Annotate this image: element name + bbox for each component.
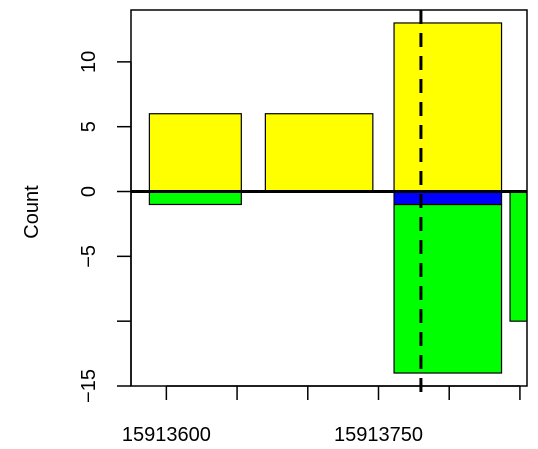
y-axis: −15 −5 0 5 10 — [78, 51, 132, 403]
bar-s1-0 — [148, 190, 242, 206]
x-axis: 15913600 15913750 — [122, 385, 521, 446]
y-tick-label: −15 — [78, 369, 100, 403]
bar-s2-0 — [393, 190, 503, 206]
y-tick-label: 5 — [78, 121, 100, 132]
x-tick-label: 15913600 — [122, 424, 211, 446]
bar-s0-2 — [393, 22, 503, 193]
bar-s1-2 — [509, 190, 527, 322]
y-tick-label: 0 — [78, 186, 100, 197]
x-tick-label: 15913750 — [334, 424, 423, 446]
bar-s0-0 — [148, 113, 242, 193]
y-axis-label: Count — [21, 185, 43, 239]
y-tick-label: 10 — [78, 51, 100, 73]
bar-s1-1 — [393, 203, 503, 374]
y-tick-label: −5 — [78, 245, 100, 268]
bar-s0-1 — [264, 113, 374, 193]
bars-group — [148, 22, 527, 374]
